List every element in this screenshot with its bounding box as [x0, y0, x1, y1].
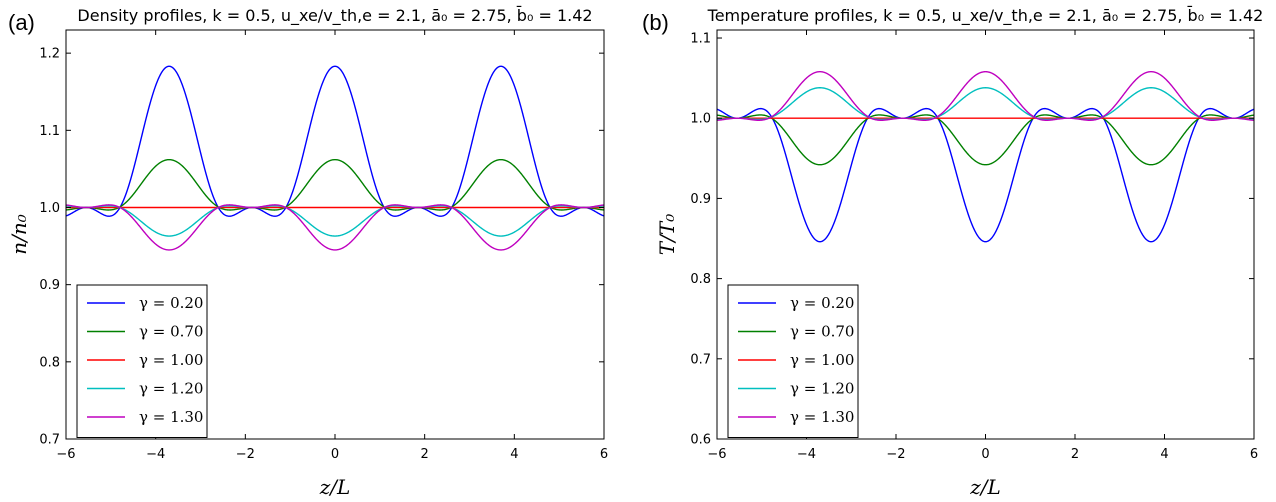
- legend-entry: γ = 1.30: [139, 408, 203, 426]
- legend-box: [727, 284, 859, 438]
- y-tick-label: 1.0: [690, 112, 711, 127]
- chart-title: Temperature profiles, k = 0.5, u_xe/v_th…: [707, 6, 1264, 26]
- y-tick-label: 1.0: [39, 201, 60, 216]
- y-tick-label: 0.8: [690, 272, 711, 287]
- x-tick-label: 0: [981, 447, 989, 462]
- x-tick-label: −4: [797, 447, 816, 462]
- y-tick-label: 1.2: [39, 47, 60, 62]
- density-chart: (a) Density profiles, k = 0.5, u_xe/v_th,…: [7, 6, 608, 499]
- x-axis-label: z/L: [319, 475, 351, 499]
- series-line-4: [717, 70, 1254, 121]
- legend-entry: γ = 0.20: [790, 294, 854, 312]
- x-tick-label: 4: [1160, 447, 1168, 462]
- x-tick-label: 6: [1250, 447, 1258, 462]
- series-line-1: [717, 114, 1254, 166]
- x-tick-label: −4: [146, 447, 165, 462]
- x-tick-label: 0: [331, 447, 339, 462]
- x-tick-label: −6: [707, 447, 726, 462]
- legend-entry: γ = 1.00: [139, 351, 203, 369]
- legend-entry: γ = 1.30: [790, 408, 854, 426]
- y-tick-label: 0.8: [39, 355, 60, 370]
- chart-title: Density profiles, k = 0.5, u_xe/v_th,e =…: [77, 6, 592, 26]
- x-tick-label: 2: [421, 447, 429, 462]
- legend-entry: γ = 1.00: [790, 351, 854, 369]
- series-line-3: [66, 205, 604, 237]
- y-tick-label: 1.1: [39, 124, 60, 139]
- legend: γ = 0.20 γ = 0.70 γ = 1.00 γ = 1.20 γ = 1.30: [727, 284, 859, 438]
- x-axis-label: z/L: [969, 475, 1001, 499]
- y-tick-label: 0.9: [690, 192, 711, 207]
- legend-entry: γ = 1.20: [790, 380, 854, 398]
- legend-entry: γ = 0.70: [139, 323, 203, 341]
- y-tick-label: 0.7: [39, 433, 60, 448]
- series-line-3: [717, 87, 1254, 121]
- legend-entry: γ = 0.70: [790, 323, 854, 341]
- x-tick-label: 6: [600, 447, 608, 462]
- legend-box: [76, 284, 208, 438]
- y-axis-label: T/T₀: [655, 214, 679, 255]
- series-group: [717, 70, 1254, 243]
- temperature-chart: (b) Temperature profiles, k = 0.5, u_xe/v…: [642, 6, 1263, 499]
- x-tick-label: −6: [56, 447, 75, 462]
- series-line-0: [717, 107, 1254, 243]
- y-tick-label: 0.7: [690, 352, 711, 367]
- series-line-0: [66, 65, 604, 217]
- series-group: [66, 65, 604, 251]
- legend: γ = 0.20 γ = 0.70 γ = 1.00 γ = 1.20 γ = 1.30: [76, 284, 208, 438]
- x-tick-label: 4: [510, 447, 518, 462]
- y-axis-label: n/n₀: [7, 214, 31, 255]
- y-tick-label: 1.1: [690, 32, 711, 47]
- x-tick-label: 2: [1071, 447, 1079, 462]
- x-tick-label: −2: [886, 447, 905, 462]
- y-tick-label: 0.9: [39, 278, 60, 293]
- series-line-4: [66, 204, 604, 251]
- legend-entry: γ = 0.20: [139, 294, 203, 312]
- y-tick-label: 0.6: [690, 433, 711, 448]
- x-tick-label: −2: [236, 447, 255, 462]
- legend-entry: γ = 1.20: [139, 380, 203, 398]
- panel-label: (a): [8, 10, 35, 35]
- panel-label: (b): [642, 10, 669, 35]
- series-line-1: [66, 158, 604, 211]
